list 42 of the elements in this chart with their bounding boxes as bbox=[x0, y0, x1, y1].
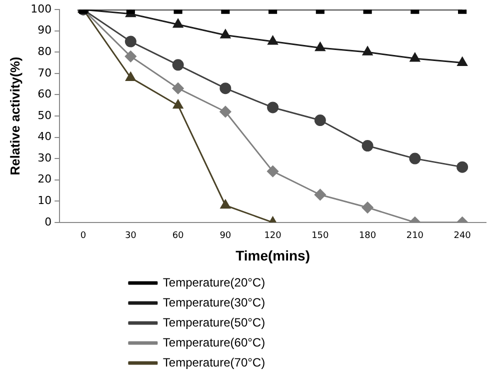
y-tick-label: 80 bbox=[38, 45, 52, 58]
point bbox=[220, 200, 230, 209]
x-tick-label: 120 bbox=[264, 231, 282, 242]
y-tick-label: 70 bbox=[38, 66, 52, 80]
legend-label: Temperature(50°C) bbox=[162, 315, 362, 330]
point bbox=[409, 152, 421, 164]
x-tick-label: 210 bbox=[406, 231, 424, 242]
point bbox=[124, 36, 136, 48]
y-axis-title: Relative activity(%) bbox=[7, 56, 22, 176]
point bbox=[124, 50, 136, 62]
y-tick-label: 10 bbox=[38, 194, 52, 207]
point bbox=[220, 82, 232, 94]
point bbox=[362, 140, 374, 152]
y-tick-label: 50 bbox=[38, 108, 52, 122]
y-tick-label: 100 bbox=[30, 2, 52, 16]
point bbox=[172, 59, 184, 71]
point bbox=[172, 100, 184, 109]
point bbox=[267, 102, 279, 114]
point bbox=[314, 188, 326, 200]
point bbox=[267, 166, 279, 178]
x-tick-label: 90 bbox=[220, 231, 232, 242]
legend-label: Temperature(60°C) bbox=[162, 335, 362, 350]
point bbox=[220, 106, 232, 118]
point bbox=[456, 161, 468, 173]
legend-label: Temperature(30°C) bbox=[162, 295, 362, 310]
x-tick-label: 150 bbox=[312, 231, 330, 242]
y-tick-label: 60 bbox=[38, 88, 52, 101]
x-tick-label: 240 bbox=[454, 231, 472, 242]
x-tick-label: 30 bbox=[124, 231, 137, 242]
point bbox=[172, 82, 184, 94]
x-tick-label: 180 bbox=[358, 231, 376, 242]
legend-label: Temperature(20°C) bbox=[162, 275, 362, 290]
y-tick-label: 20 bbox=[38, 172, 52, 186]
point bbox=[314, 114, 326, 126]
legend-label: Temperature(70°C) bbox=[162, 355, 362, 370]
x-tick-label: 0 bbox=[80, 231, 86, 242]
x-axis-title: Time(mins) bbox=[236, 247, 310, 264]
y-tick-label: 90 bbox=[38, 24, 52, 37]
y-tick-label: 0 bbox=[44, 215, 52, 228]
y-tick-label: 30 bbox=[38, 151, 52, 164]
y-tick-label: 40 bbox=[38, 130, 52, 144]
x-tick-label: 60 bbox=[172, 231, 184, 242]
